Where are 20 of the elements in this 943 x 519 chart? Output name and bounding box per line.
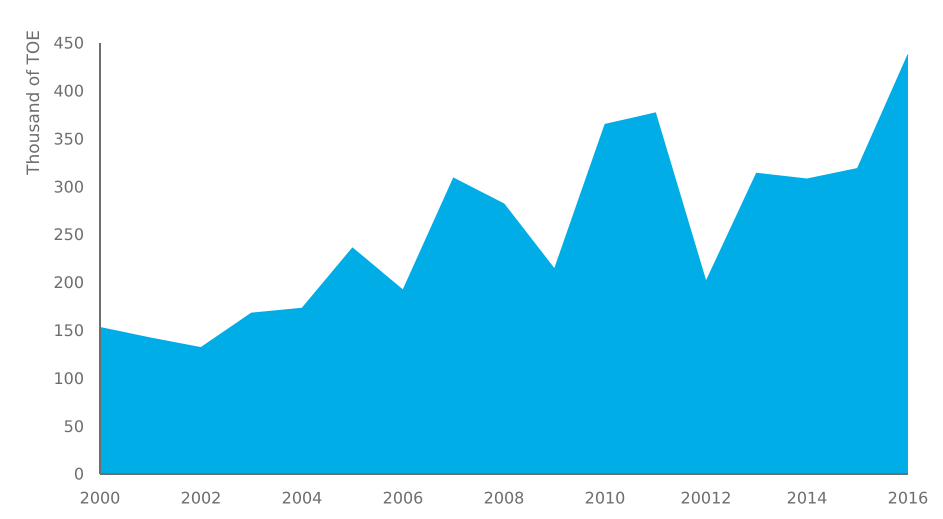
y-tick-label: 400 bbox=[53, 82, 84, 101]
x-tick-label: 2002 bbox=[180, 488, 222, 508]
x-tick-label: 2014 bbox=[786, 488, 828, 508]
x-tick-label: 2006 bbox=[382, 488, 424, 508]
y-tick-label: 200 bbox=[53, 273, 84, 292]
y-tick-label: 350 bbox=[53, 129, 84, 148]
y-tick-label: 100 bbox=[53, 368, 84, 388]
x-tick-label: 2016 bbox=[888, 488, 928, 508]
x-tick-label: 2004 bbox=[282, 488, 322, 508]
y-tick-label: 250 bbox=[53, 225, 84, 244]
y-tick-label: 0 bbox=[74, 464, 84, 484]
x-tick-label: 2000 bbox=[80, 488, 120, 508]
y-tick-label: 300 bbox=[53, 177, 84, 196]
y-tick-label: 150 bbox=[53, 321, 84, 340]
y-tick-label: 450 bbox=[53, 34, 84, 53]
x-tick-label: 20012 bbox=[680, 488, 732, 508]
x-tick-label: 2010 bbox=[584, 488, 626, 508]
y-tick-label: 50 bbox=[64, 416, 84, 436]
x-tick-label: 2008 bbox=[484, 488, 524, 508]
y-axis-title: Thousand of TOE bbox=[24, 30, 44, 176]
